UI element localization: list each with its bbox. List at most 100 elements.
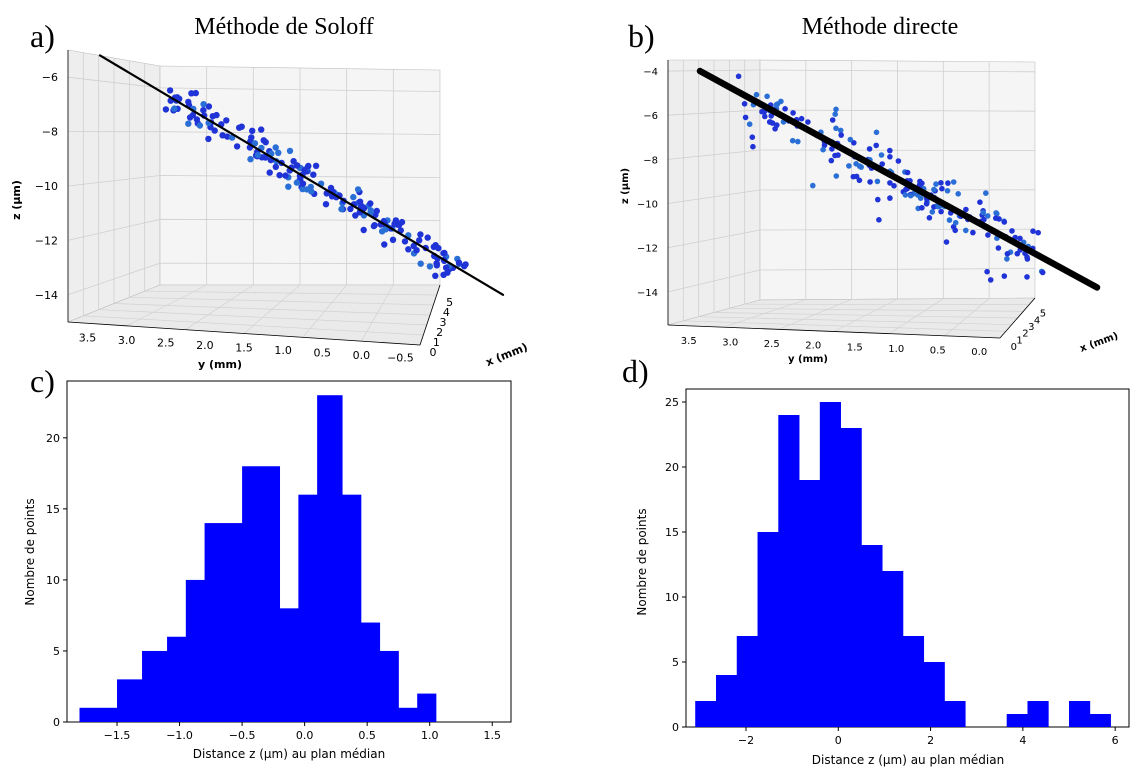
panel-b-point bbox=[907, 192, 914, 199]
panel-a-point bbox=[272, 144, 279, 151]
panel-b-point bbox=[887, 147, 893, 154]
panel-a-point bbox=[401, 238, 409, 245]
panel-b-point bbox=[753, 91, 760, 98]
panel-b-point bbox=[902, 192, 909, 198]
panel-b-point bbox=[1004, 251, 1011, 257]
panel-a-point bbox=[286, 147, 294, 155]
panel-a-point bbox=[293, 179, 301, 186]
panel-a-ylabel: y (mm) bbox=[198, 358, 242, 371]
panel-b-ytick-label: 2.0 bbox=[805, 341, 821, 352]
panel-d-bar bbox=[757, 532, 779, 727]
panel-d-bar bbox=[1089, 714, 1111, 727]
panel-b-fit-line bbox=[696, 67, 1101, 291]
panel-b-point bbox=[983, 190, 989, 196]
panel-b-ytick-label: 1.5 bbox=[847, 342, 863, 353]
panel-a-fit-line bbox=[98, 54, 505, 296]
panel-b-point bbox=[750, 143, 756, 150]
panel-b-point bbox=[938, 208, 944, 215]
panel-b-point bbox=[1004, 256, 1010, 262]
panel-c-bar bbox=[417, 693, 437, 722]
panel-b-point bbox=[891, 183, 897, 189]
panel-b-point bbox=[833, 106, 839, 113]
panel-d-xtick-label: 6 bbox=[1112, 734, 1119, 747]
panel-b-point bbox=[987, 277, 994, 283]
panel-b-point bbox=[846, 163, 852, 169]
panel-a-point bbox=[417, 231, 424, 238]
panel-b-point bbox=[782, 106, 788, 112]
panel-c-bar bbox=[79, 707, 118, 722]
panel-b-point bbox=[833, 125, 839, 132]
panel-a-point bbox=[354, 186, 362, 193]
panel-a-point bbox=[247, 156, 254, 163]
panel-a-y-axis-line bbox=[67, 321, 421, 346]
panel-c-bar bbox=[360, 622, 381, 722]
panel-a-point bbox=[290, 158, 297, 165]
panel-a-point bbox=[200, 107, 207, 114]
panel-b-point bbox=[769, 120, 776, 126]
panel-a-point bbox=[233, 143, 241, 150]
panel-c-bar bbox=[298, 494, 318, 722]
panel-a-point bbox=[455, 259, 463, 266]
panel-a-point bbox=[205, 103, 213, 110]
panel-b-point bbox=[917, 195, 924, 201]
panel-a-box bbox=[67, 49, 441, 346]
panel-b-xtick-label: 0 bbox=[1011, 342, 1017, 353]
panel-a-point bbox=[433, 262, 440, 269]
panel-a-point bbox=[272, 163, 279, 171]
panel-b-xtick-label: 3 bbox=[1028, 322, 1034, 333]
panel-b-xlabel: x (mm) bbox=[1079, 331, 1120, 355]
panel-b-point bbox=[858, 164, 864, 170]
panel-b-point bbox=[820, 146, 826, 153]
panel-a-ytick-label: −0.5 bbox=[387, 352, 414, 365]
panel-c-ytick-label: 10 bbox=[46, 574, 60, 587]
panel-a-point bbox=[413, 247, 420, 254]
panel-b-point bbox=[876, 217, 882, 223]
panel-b-point bbox=[789, 137, 796, 144]
panel-b-point bbox=[938, 180, 944, 186]
panel-a-ztick-label: −10 bbox=[35, 180, 58, 193]
panel-a-point bbox=[426, 263, 434, 270]
panel-c-xtick-label: −1.0 bbox=[166, 729, 193, 742]
panel-b-point bbox=[1030, 228, 1036, 234]
panel-a-point bbox=[188, 90, 195, 97]
panel-c-bar bbox=[242, 466, 281, 722]
panel-c-bar bbox=[379, 650, 399, 722]
panel-c-ytick-label: 20 bbox=[46, 432, 60, 445]
panel-a-point bbox=[391, 220, 398, 228]
panel-c-bar bbox=[167, 636, 187, 722]
panel-b-point bbox=[895, 158, 902, 164]
panel-b-point bbox=[746, 121, 753, 127]
panel-a-point bbox=[254, 151, 262, 159]
panel-d-xtick-label: 4 bbox=[1019, 734, 1026, 747]
panel-a-point bbox=[219, 132, 226, 139]
panel-b-point bbox=[805, 119, 811, 125]
panel-a-point bbox=[440, 271, 447, 278]
panel-a-point bbox=[405, 246, 412, 253]
panel-a-point bbox=[185, 120, 192, 127]
panel-a-point bbox=[416, 237, 423, 244]
panel-a-point bbox=[322, 201, 330, 208]
panel-b-floor-grid bbox=[744, 303, 1030, 306]
panel-a-point bbox=[258, 126, 265, 133]
panel-b-point bbox=[873, 129, 880, 136]
panel-a-xtick-label: 2 bbox=[436, 326, 443, 339]
panel-a-ytick-label: 3.0 bbox=[118, 334, 136, 347]
panel-d-ytick-label: 20 bbox=[665, 461, 679, 474]
panel-d-bar bbox=[715, 675, 738, 727]
panel-b-xtick-label: 2 bbox=[1022, 329, 1028, 340]
panel-a-xtick-label: 4 bbox=[443, 306, 450, 319]
panel-c-ylabel: Nombre de points bbox=[23, 498, 37, 605]
panel-b-point bbox=[875, 196, 881, 203]
panel-a-point bbox=[282, 172, 289, 179]
panel-a-ytick-label: 3.5 bbox=[79, 331, 97, 344]
panel-b-box bbox=[667, 59, 1036, 339]
panel-b-point bbox=[853, 161, 859, 167]
panel-a-point bbox=[310, 171, 317, 178]
panel-a-point bbox=[347, 205, 354, 213]
panel-a-3d-scatter: a) Méthode de Soloff −6 −8 −10 −12 −14 3.5 3.0… bbox=[10, 14, 529, 371]
panel-b-point bbox=[833, 173, 840, 179]
panel-c-xtick-label: 1.5 bbox=[483, 729, 501, 742]
panel-a-point bbox=[299, 180, 307, 187]
panel-a-tick-labels: −6 −8 −10 −12 −14 3.5 3.0 2.5 2.0 1.5 1.0 0.5 0.0 −0.… bbox=[35, 71, 453, 365]
panel-d-bar bbox=[861, 545, 883, 727]
